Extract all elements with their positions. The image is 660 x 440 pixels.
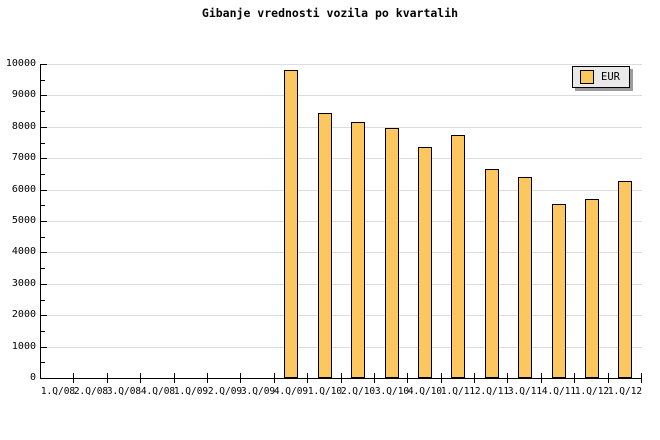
x-axis-label: 1.Q/10: [307, 386, 343, 397]
x-axis-tick: [540, 373, 542, 383]
y-axis-label: 9000: [11, 89, 36, 101]
y-axis-tick: [41, 346, 47, 348]
x-axis-label: 3.Q/10: [374, 386, 410, 397]
gridline: [41, 283, 642, 285]
y-axis-label: 1000: [11, 340, 36, 352]
legend-label: EUR: [601, 71, 620, 83]
y-axis-label: 2000: [11, 309, 36, 321]
x-axis-tick: [474, 373, 476, 383]
x-axis-tick: [641, 373, 642, 383]
y-axis-minor-tick: [41, 111, 45, 113]
x-axis-label: 1.Q/08: [40, 386, 76, 397]
x-axis-tick: [373, 373, 375, 383]
x-axis-label: 3.Q/09: [240, 386, 276, 397]
y-axis-minor-tick: [41, 268, 45, 270]
y-axis-tick: [41, 283, 47, 285]
legend: EUR: [572, 66, 630, 88]
y-axis-minor-tick: [41, 299, 45, 301]
y-axis-minor-tick: [41, 79, 45, 81]
y-axis-tick: [41, 158, 47, 160]
y-axis-label: 3000: [11, 277, 36, 289]
x-axis-tick: [307, 373, 309, 383]
gridline: [41, 346, 642, 348]
x-axis-label: 4.Q/10: [407, 386, 443, 397]
y-axis-label: 4000: [11, 246, 36, 258]
y-axis-tick: [41, 252, 47, 254]
x-axis-label: 2.Q/10: [340, 386, 376, 397]
x-axis-label: 4.Q/08: [140, 386, 176, 397]
chart-title: Gibanje vrednosti vozila po kvartalih: [201, 6, 459, 20]
x-axis-tick: [340, 373, 342, 383]
y-axis-tick: [41, 95, 47, 97]
x-axis-label: 1.Q/11: [440, 386, 476, 397]
x-axis-label: 1.Q/12: [607, 386, 643, 397]
x-axis-label: 2.Q/08: [73, 386, 109, 397]
gridline: [41, 95, 642, 97]
y-axis-label: 7000: [11, 152, 36, 164]
x-axis-label: 3.Q/11: [507, 386, 543, 397]
x-axis-label: 4.Q/11: [541, 386, 577, 397]
y-axis-tick: [41, 189, 47, 191]
x-axis-label: 2.Q/09: [207, 386, 243, 397]
x-axis-tick: [206, 373, 208, 383]
bar: [318, 113, 332, 378]
y-axis-minor-tick: [41, 362, 45, 364]
bar: [418, 147, 432, 378]
y-axis-minor-tick: [41, 173, 45, 175]
plot-area: 0 1000 2000 3000 4000 5000 6000 7000 8000 9000 100…: [6, 59, 642, 397]
x-axis-label: 4.Q/09: [273, 386, 309, 397]
y-axis-tick: [41, 221, 47, 222]
x-axis-tick: [507, 373, 509, 383]
y-axis-minor-tick: [41, 205, 45, 207]
y-axis-label: 8000: [11, 120, 36, 132]
y-axis-label: 5000: [11, 215, 36, 226]
x-axis-tick: [106, 373, 108, 383]
gridline: [41, 158, 642, 160]
gridline: [41, 126, 642, 128]
gridline: [41, 189, 642, 191]
gridline: [41, 315, 642, 317]
y-axis-minor-tick: [41, 142, 45, 144]
x-axis-tick: [273, 373, 275, 383]
x-axis-label: 1.Q/09: [173, 386, 209, 397]
legend-swatch-icon: [580, 70, 594, 84]
bar: [552, 204, 566, 378]
bar: [284, 70, 298, 378]
gridline: [41, 221, 642, 222]
x-axis-tick: [574, 373, 576, 383]
x-axis-label: 2.Q/11: [474, 386, 510, 397]
bar: [485, 169, 499, 378]
bar: [351, 122, 365, 378]
y-axis-label: 0: [29, 372, 36, 383]
x-axis-label: 3.Q/08: [106, 386, 142, 397]
gridline: [41, 252, 642, 254]
bar: [585, 199, 599, 378]
y-axis-tick: [41, 315, 47, 317]
gridline: [41, 64, 642, 65]
x-axis-tick: [173, 373, 175, 383]
y-axis-label: 10000: [5, 58, 36, 69]
y-axis-minor-tick: [41, 236, 45, 238]
y-axis-tick: [41, 126, 47, 128]
x-axis-tick: [240, 373, 242, 383]
x-axis-label: 1.Q/12: [574, 386, 610, 397]
x-axis-tick: [440, 373, 442, 383]
x-axis-tick: [607, 373, 609, 383]
bar: [618, 181, 632, 378]
bar: [518, 177, 532, 378]
bar: [451, 135, 465, 378]
x-axis-tick: [73, 373, 75, 383]
bar: [385, 128, 399, 378]
y-axis-minor-tick: [41, 330, 45, 332]
x-axis-tick: [407, 373, 409, 383]
y-axis-label: 6000: [11, 183, 36, 195]
x-axis-tick: [140, 373, 142, 383]
y-axis-tick: [41, 64, 47, 65]
